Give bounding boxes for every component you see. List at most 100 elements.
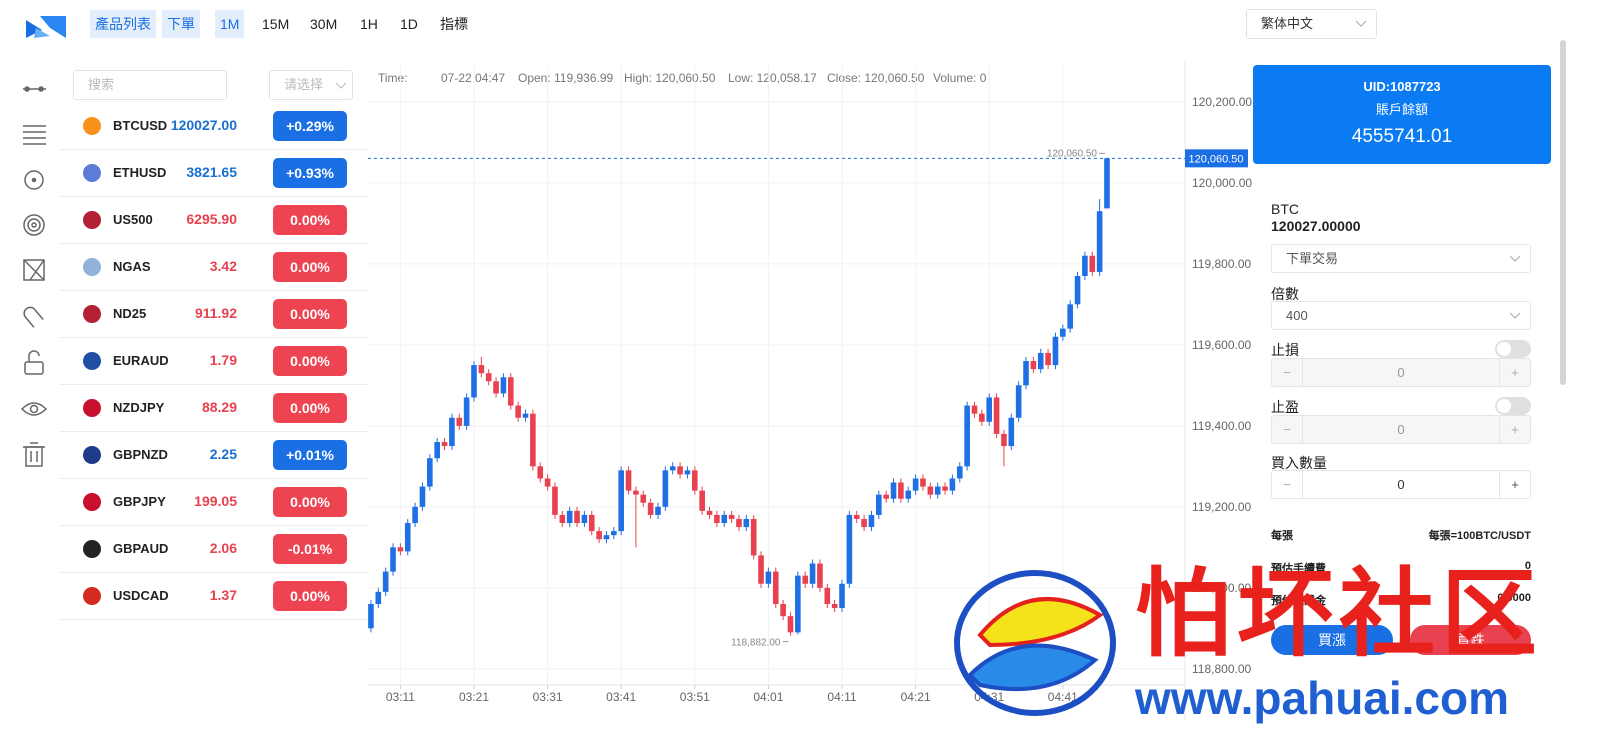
candle-body — [1060, 328, 1066, 337]
stop-loss-toggle[interactable] — [1495, 340, 1531, 358]
chevron — [1356, 20, 1366, 27]
nav-item[interactable]: 1D — [400, 16, 418, 32]
product-row[interactable]: ND25 911.92 0.00% — [60, 291, 368, 338]
max-label: 120,060.50 — [1047, 148, 1097, 159]
price: 3821.65 — [186, 164, 237, 180]
change-badge: 0.00% — [273, 299, 347, 329]
chevron — [336, 82, 346, 89]
candle-body — [824, 587, 831, 605]
candle-body — [618, 470, 624, 532]
product-row[interactable]: GBPNZD 2.25 +0.01% — [60, 432, 368, 479]
leverage-select[interactable]: 400 — [1271, 301, 1531, 330]
candle-body — [795, 575, 801, 633]
candle-body — [802, 575, 809, 584]
candle-body — [493, 381, 499, 394]
nav-item[interactable]: 1H — [360, 16, 378, 32]
tool-line[interactable] — [23, 86, 46, 92]
candle-body — [611, 531, 617, 536]
take-profit: 0 — [1397, 422, 1405, 437]
tool-circle[interactable] — [24, 170, 44, 190]
candle-body — [397, 547, 404, 552]
plus[interactable]: + — [1499, 471, 1530, 498]
candle-body — [1074, 275, 1081, 305]
product-row[interactable]: ETHUSD 3821.65 +0.93% — [60, 150, 368, 197]
asset-price: 120027.00000 — [1271, 218, 1361, 234]
watermark-url: www.pahuai.com — [1135, 672, 1510, 724]
candle-body — [750, 518, 757, 556]
flag-icon — [83, 399, 101, 417]
tool-trash[interactable] — [23, 442, 45, 467]
product-row[interactable]: NGAS 3.42 0.00% — [60, 244, 368, 291]
chart: 118,800.00 119,000.00 119,200.00 119,400.00… — [368, 60, 1252, 720]
change-badge: 0.00% — [273, 252, 347, 282]
nav-item[interactable]: 產品列表 — [90, 10, 156, 38]
nav-item[interactable]: 下單 — [162, 10, 200, 38]
product-row[interactable]: GBPJPY 199.05 0.00% — [60, 479, 368, 526]
filter-select[interactable]: 请选择 — [269, 70, 353, 100]
candle-body — [677, 466, 683, 475]
product-row[interactable]: USDCAD 1.37 0.00% — [60, 573, 368, 620]
tool-eye[interactable] — [20, 402, 48, 416]
candle-body — [368, 604, 374, 629]
nav-item[interactable]: 15M — [262, 16, 290, 32]
nav-item[interactable]: 1M — [215, 10, 245, 38]
candle-body — [419, 486, 426, 507]
candle-body — [441, 442, 448, 447]
candle-body — [574, 510, 580, 524]
language-select[interactable]: 繁体中文 — [1246, 9, 1377, 39]
product-row[interactable]: BTCUSD 120027.00 +0.29% — [60, 103, 368, 150]
quantity-label: 買入數量 — [1271, 455, 1327, 471]
order-type-select[interactable]: 下單交易 — [1271, 244, 1531, 273]
candle-body — [699, 490, 705, 511]
candle-body — [986, 397, 993, 422]
asset: BTC — [1271, 201, 1299, 217]
candle-body — [647, 502, 654, 515]
tool-spiral[interactable] — [23, 214, 45, 236]
candle-body — [942, 486, 948, 491]
tool-shape[interactable] — [23, 259, 45, 281]
minus[interactable]: − — [1272, 471, 1303, 498]
buy-up-button[interactable]: 買漲 — [1271, 625, 1393, 655]
candle-body — [530, 413, 536, 467]
candle-body — [736, 518, 742, 528]
price: 199.05 — [194, 493, 237, 509]
candle-body — [1030, 361, 1037, 370]
change-badge: 0.00% — [273, 581, 347, 611]
flag-icon — [83, 587, 101, 605]
flag-icon — [83, 493, 101, 511]
candle-body — [1045, 352, 1051, 366]
product-row[interactable]: EURAUD 1.79 0.00% — [60, 338, 368, 385]
quantity-input[interactable]: − 0 + — [1271, 470, 1531, 499]
tool-magnet[interactable] — [22, 305, 44, 328]
symbol: NGAS — [113, 259, 151, 274]
search-box[interactable]: 搜索 — [73, 70, 227, 100]
candle-body — [1023, 361, 1029, 386]
x-tick-label: 03:51 — [680, 690, 710, 704]
fee-label: 預估手續費 — [1271, 563, 1326, 575]
candle-body — [876, 494, 882, 515]
x-tick-label: 03:21 — [459, 690, 489, 704]
tool-lock[interactable] — [24, 350, 44, 375]
tool-hlines[interactable] — [23, 125, 46, 145]
nav-item[interactable]: 30M — [310, 16, 338, 32]
candle-body — [831, 604, 838, 609]
x-tick-label: 03:31 — [533, 690, 563, 704]
candle-body — [1008, 417, 1015, 447]
candle-body — [743, 518, 750, 528]
margin-label: 預估保證金 — [1271, 595, 1326, 607]
buy-down-button[interactable]: 買跌 — [1410, 625, 1531, 655]
take-profit-toggle[interactable] — [1495, 397, 1531, 415]
product-row[interactable]: GBPAUD 2.06 -0.01% — [60, 526, 368, 573]
candle-body — [625, 470, 632, 491]
nav-item[interactable]: 指標 — [440, 16, 468, 32]
product-row[interactable]: US500 6295.90 0.00% — [60, 197, 368, 244]
symbol: US500 — [113, 212, 153, 227]
product-row[interactable]: NZDJPY 88.29 0.00% — [60, 385, 368, 432]
candle-body — [846, 514, 853, 584]
stop-loss-input: − 0 + — [1271, 358, 1531, 387]
chevron — [1510, 312, 1520, 319]
candle-body — [905, 490, 912, 499]
candle-body — [971, 405, 978, 414]
chevron — [1510, 255, 1520, 262]
watermark-title: 怕坏社区 — [1135, 561, 1543, 668]
